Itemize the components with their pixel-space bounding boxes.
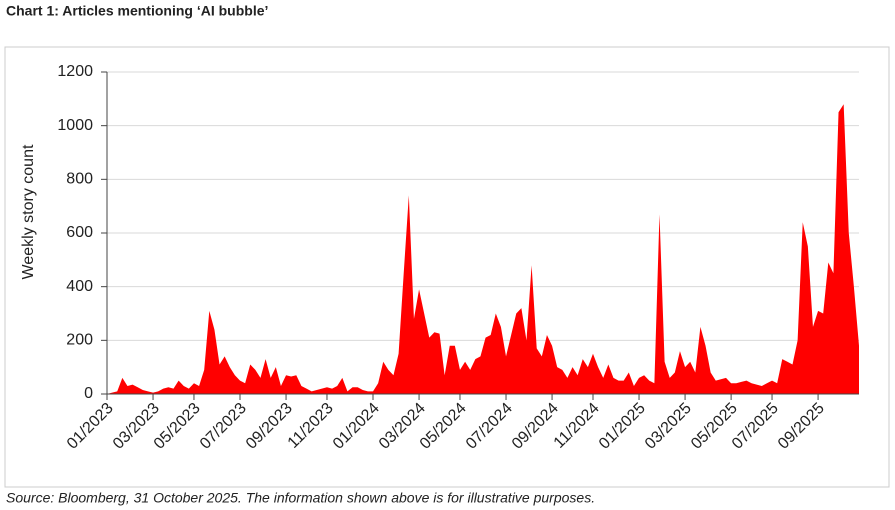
- y-tick-label: 800: [66, 171, 93, 188]
- area: [107, 104, 859, 394]
- source-note: Source: Bloomberg, 31 October 2025. The …: [6, 490, 595, 506]
- x-tick-label: 07/2025: [729, 400, 782, 453]
- x-tick-label: 07/2024: [463, 400, 516, 453]
- y-axis-label: Weekly story count: [20, 144, 37, 279]
- y-tick-label: 200: [66, 332, 93, 349]
- y-tick-label: 0: [84, 385, 93, 402]
- x-tick-label: 01/2025: [596, 400, 649, 453]
- y-tick-label: 1200: [57, 63, 93, 80]
- x-tick-label: 07/2023: [197, 400, 250, 453]
- x-tick-label: 09/2025: [775, 400, 828, 453]
- x-tick-label: 09/2024: [509, 400, 562, 453]
- y-tick-label: 1000: [57, 117, 93, 134]
- x-tick-label: 05/2023: [151, 400, 204, 453]
- x-tick-label: 05/2024: [417, 400, 470, 453]
- x-tick-label: 11/2023: [285, 400, 337, 452]
- x-tick-label: 11/2024: [551, 400, 603, 452]
- x-tick-label: 01/2023: [64, 400, 117, 453]
- chart-frame: [4, 46, 890, 488]
- y-tick-label: 600: [66, 224, 93, 241]
- y-tick-label: 400: [66, 278, 93, 295]
- x-tick-label: 09/2023: [243, 400, 296, 453]
- x-tick-label: 01/2024: [330, 400, 383, 453]
- chart-title: Chart 1: Articles mentioning ‘AI bubble’: [6, 3, 268, 19]
- x-tick-label: 03/2025: [642, 400, 695, 453]
